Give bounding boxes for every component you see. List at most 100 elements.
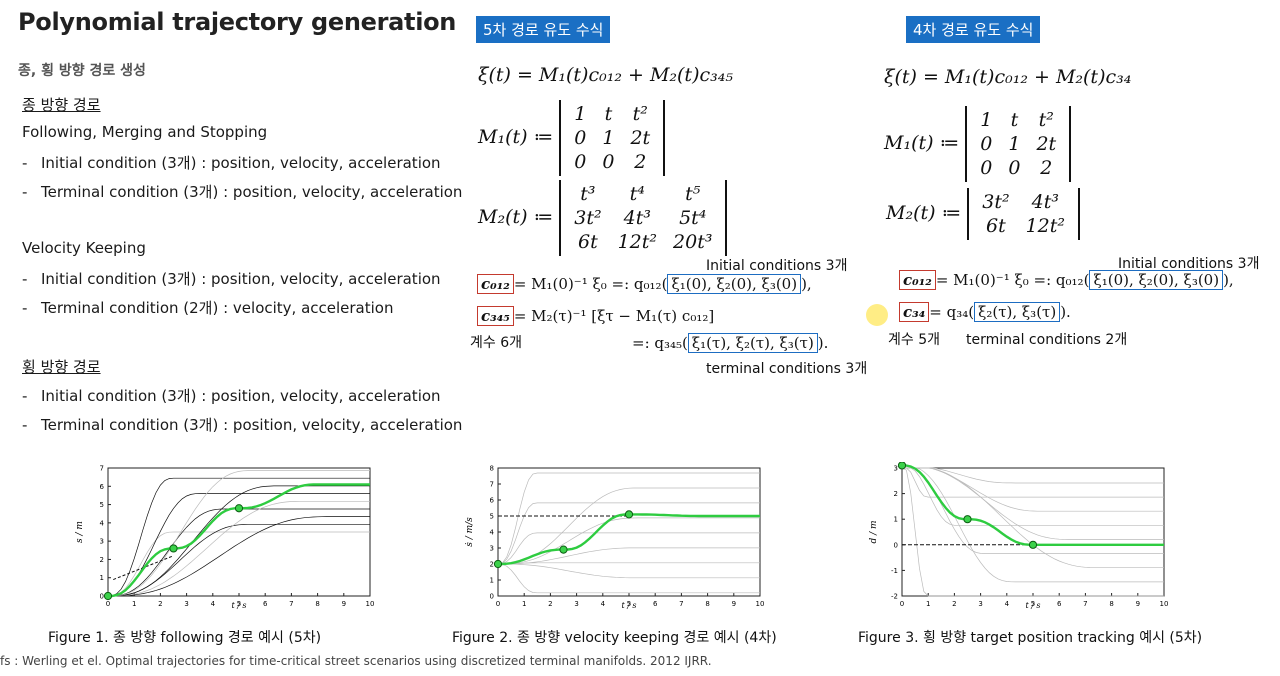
highlight-point	[103, 591, 113, 601]
y-tick-label: 0	[490, 593, 494, 601]
fifth-c345-term: c₃₄₅	[477, 306, 514, 326]
following-item-1: - Initial condition (3개) : position, velo…	[22, 154, 441, 172]
figure-1-caption: Figure 1. 종 방향 following 경로 예시 (5차)	[48, 630, 322, 646]
fourth-m1-matrix: 1 t t² 0 1 2t 0 0 2	[965, 106, 1072, 182]
x-tick-label: 1	[132, 600, 136, 608]
y-tick-label: 7	[100, 465, 104, 473]
fourth-coef-note: 계수 5개	[888, 332, 940, 348]
eq-text: = q₃₄(	[929, 303, 975, 321]
fourth-order-badge: 4차 경로 유도 수식	[906, 16, 1041, 43]
fifth-m1-block: M₁(t) ≔ 1 t t² 0 1 2t 0 0 2	[478, 100, 666, 176]
fifth-term-note: terminal conditions 3개	[706, 361, 868, 377]
trajectory-line	[107, 531, 370, 597]
fifth-m1-cell: 0	[574, 151, 587, 173]
eq-text: =: q₃₄₅(	[632, 334, 688, 352]
fifth-q345-equation: =: q₃₄₅(ξ₁(τ), ξ₂(τ), ξ₃(τ)).	[632, 333, 828, 353]
highlight-point	[169, 544, 178, 553]
y-tick-label: 3	[100, 538, 104, 546]
y-axis-label: d / m	[869, 520, 879, 543]
trajectory-line	[902, 467, 1164, 484]
x-tick-label: 0	[900, 600, 904, 608]
x-tick-label: 6	[263, 600, 268, 608]
fourth-m2-cell: 4t³	[1031, 191, 1059, 213]
fourth-m1-cell: 1	[980, 109, 993, 131]
fifth-m2-cell: t⁴	[629, 183, 645, 205]
fifth-m2-cell: 3t²	[574, 207, 602, 229]
y-tick-label: 5	[100, 501, 104, 509]
fourth-xi-equation: ξ(t) = M₁(t)c₀₁₂ + M₂(t)c₃₄	[884, 66, 1132, 88]
eq-tail: ).	[1060, 303, 1071, 321]
fourth-m1-block: M₁(t) ≔ 1 t t² 0 1 2t 0 0 2	[884, 106, 1072, 182]
y-tick-label: 6	[100, 483, 105, 491]
y-tick-label: 2	[100, 556, 104, 564]
highlight-point	[234, 504, 244, 513]
x-tick-label: 6	[1057, 600, 1062, 608]
x-tick-label: 0	[496, 600, 500, 608]
following-heading: Following, Merging and Stopping	[22, 123, 268, 141]
page-title: Polynomial trajectory generation	[18, 8, 457, 36]
fourth-m1-cell: 0	[980, 133, 993, 155]
y-tick-label: 5	[490, 513, 494, 521]
fifth-m2-matrix: t³ t⁴ t⁵ 3t² 4t³ 5t⁴ 6t 12t² 20t³	[559, 180, 728, 256]
fifth-m2-cell: 4t³	[623, 207, 651, 229]
trajectory-line	[498, 487, 760, 565]
y-axis-label: s / m	[75, 521, 85, 543]
x-tick-label: 3	[184, 600, 188, 608]
fourth-c012-equation: c₀₁₂ = M₁(0)⁻¹ ξ₀ =: q₀₁₂(ξ₁(0), ξ₂(0), ξ…	[899, 270, 1234, 290]
fifth-m2-cell: t³	[580, 183, 596, 205]
highlight-point	[493, 559, 503, 569]
x-tick-label: 10	[756, 600, 765, 608]
trajectory-line	[498, 547, 760, 565]
fifth-m1-cell: 1	[602, 127, 615, 149]
y-tick-label: 8	[490, 465, 494, 473]
trajectory-bundle	[901, 467, 1164, 597]
trajectory-line	[902, 467, 1164, 498]
velocity-item-1: - Initial condition (3개) : position, velo…	[22, 270, 441, 288]
fourth-m1-cell: 0	[980, 157, 993, 179]
highlight-point	[963, 515, 972, 524]
trajectory-line	[902, 467, 1164, 554]
y-axis-label: ṡ / m/s	[465, 517, 475, 547]
fifth-m2-cell: 20t³	[673, 231, 713, 253]
x-tick-label: 9	[342, 600, 346, 608]
x-tick-label: 9	[732, 600, 736, 608]
figure-2-chart: 0 1 2 3 4 5 6 7 8 9 10 0 1 2 3 4 5 6 7 8 t / s ṡ / m/s	[458, 462, 765, 610]
x-tick-label: 2	[548, 600, 552, 608]
y-tick-label: 4	[490, 529, 495, 537]
x-tick-label: 2	[952, 600, 956, 608]
longitudinal-heading: 종 방향 경로	[22, 96, 101, 114]
fourth-m1-cell: t²	[1038, 109, 1054, 131]
eq-text: = M₂(τ)⁻¹ [ξτ − M₁(τ) c₀₁₂]	[513, 307, 715, 325]
m2-label: M₂(t) ≔	[478, 206, 554, 228]
y-tick-label: 3	[894, 465, 898, 473]
bullet-dash: -	[22, 270, 28, 288]
bullet-dash: -	[22, 387, 28, 405]
x-tick-label: 6	[653, 600, 658, 608]
trajectory-bundle	[498, 473, 760, 594]
x-tick-label: 1	[522, 600, 526, 608]
fourth-m1-cell: 2	[1040, 157, 1053, 179]
fourth-term-box: ξ₂(τ), ξ₃(τ)	[974, 302, 1061, 322]
y-tick-label: 0	[894, 541, 898, 549]
m2-label: M₂(t) ≔	[886, 202, 962, 224]
fifth-xi-equation: ξ(t) = M₁(t)c₀₁₂ + M₂(t)c₃₄₅	[478, 64, 733, 86]
x-tick-label: 7	[1083, 600, 1087, 608]
fifth-init-box: ξ₁(0), ξ₂(0), ξ₃(0)	[667, 274, 802, 294]
highlight-point	[1028, 540, 1038, 549]
x-tick-label: 2	[158, 600, 162, 608]
fifth-m1-cell: 1	[574, 103, 587, 125]
trajectory-line	[901, 467, 1164, 597]
fifth-m2-cell: t⁵	[685, 183, 701, 205]
y-tick-label: -1	[891, 567, 898, 575]
fifth-m2-block: M₂(t) ≔ t³ t⁴ t⁵ 3t² 4t³ 5t⁴ 6t 12t² 20t³	[478, 180, 728, 256]
eq-text: = M₁(0)⁻¹ ξ₀ =: q₀₁₂(	[935, 271, 1090, 289]
x-tick-label: 8	[1109, 600, 1113, 608]
x-tick-label: 9	[1136, 600, 1140, 608]
x-tick-label: 4	[211, 600, 216, 608]
fourth-init-note: Initial conditions 3개	[1118, 256, 1260, 272]
fourth-m2-cell: 12t²	[1025, 215, 1066, 237]
x-axis-label: t / s	[1025, 601, 1040, 610]
page-subtitle: 종, 횡 방향 경로 생성	[18, 63, 146, 79]
fifth-c012-term: c₀₁₂	[477, 274, 514, 294]
lateral-heading: 횡 방향 경로	[22, 358, 101, 376]
